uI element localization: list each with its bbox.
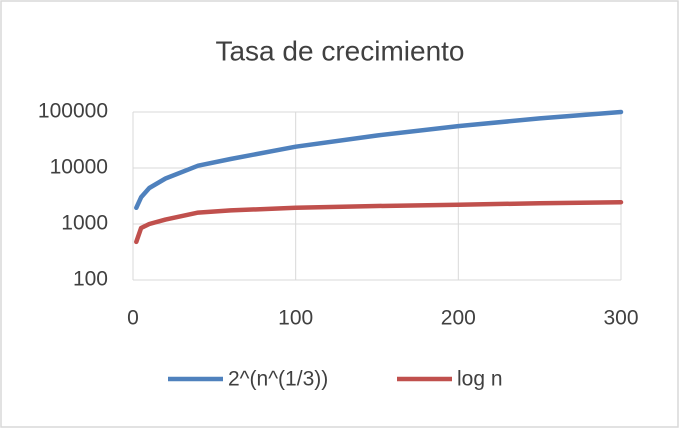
legend-label: log n bbox=[457, 368, 503, 391]
x-tick-label: 100 bbox=[278, 307, 313, 330]
y-tick-label: 1000 bbox=[61, 212, 108, 235]
chart-title: Tasa de crecimiento bbox=[215, 35, 464, 66]
y-tick-label: 10000 bbox=[50, 156, 108, 179]
series-line bbox=[134, 199, 624, 245]
x-tick-label: 0 bbox=[127, 307, 139, 330]
y-tick-label: 100 bbox=[73, 268, 108, 291]
x-tick-label: 200 bbox=[441, 307, 476, 330]
x-tick-label: 300 bbox=[603, 307, 638, 330]
y-tick-label: 100000 bbox=[38, 100, 108, 123]
legend-label: 2^(n^(1/3)) bbox=[228, 368, 328, 391]
series-line bbox=[134, 109, 624, 211]
